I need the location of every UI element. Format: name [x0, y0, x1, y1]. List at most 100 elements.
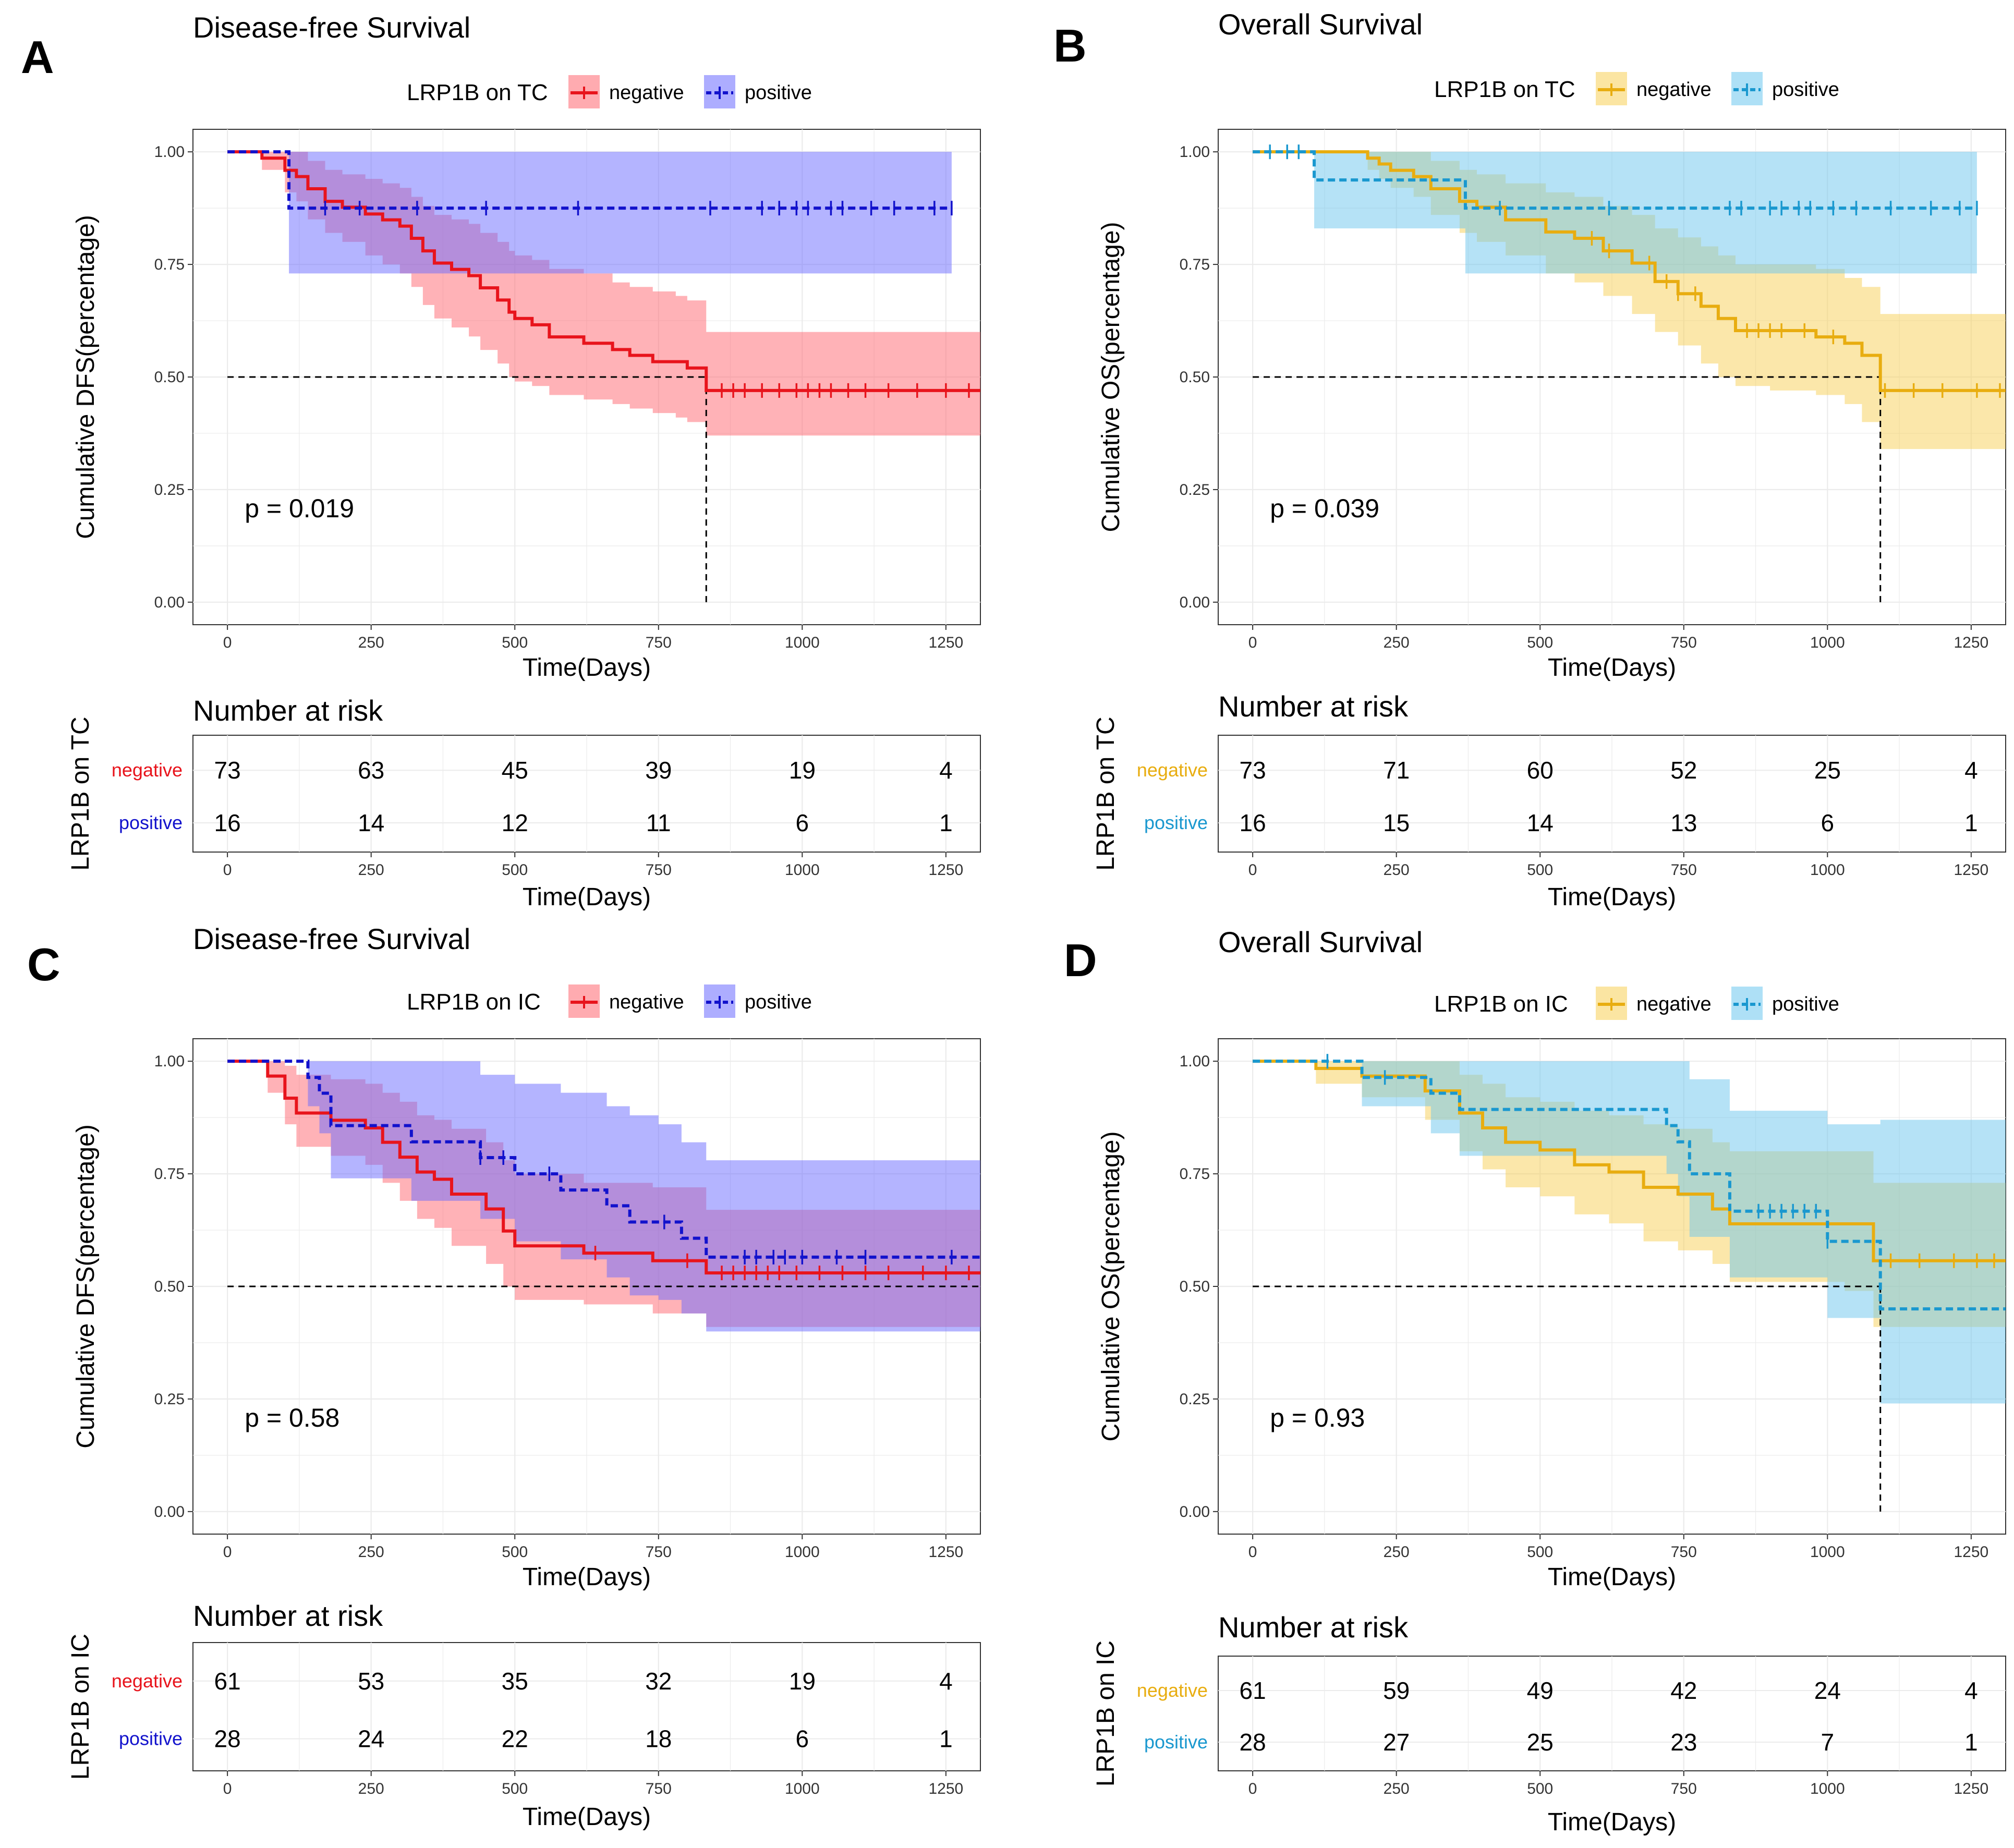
risk-table: Number at risk negative 61 59 49 42 24 4 positiv…	[1092, 1611, 2006, 1836]
risk-group-label-positive: positive	[119, 1728, 183, 1749]
risk-count: 39	[645, 757, 672, 784]
y-tick-label: 0.50	[1180, 369, 1210, 386]
x-tick-label: 1000	[1810, 1543, 1845, 1561]
y-tick-label: 0.00	[154, 594, 185, 611]
survival-curve-positive	[1253, 150, 1977, 210]
risk-count: 16	[214, 809, 241, 836]
risk-count: 28	[214, 1725, 241, 1753]
risk-count: 1	[1964, 1729, 1978, 1756]
risk-x-axis-title: Time(Days)	[1548, 883, 1676, 911]
x-tick-label: 1250	[928, 1543, 963, 1561]
risk-count: 24	[358, 1725, 384, 1753]
x-axis-title: Time(Days)	[1548, 654, 1676, 682]
legend-label-positive: positive	[745, 991, 812, 1013]
y-tick-label: 0.25	[1180, 481, 1210, 499]
p-value: p = 0.039	[1270, 494, 1379, 523]
y-tick-label: 0.00	[1180, 1503, 1210, 1521]
legend-label-positive: positive	[745, 82, 812, 104]
risk-x-axis-title: Time(Days)	[523, 1803, 651, 1831]
risk-count: 32	[645, 1668, 672, 1695]
risk-x-tick-label: 0	[1248, 1780, 1257, 1797]
risk-count: 14	[1527, 809, 1554, 836]
risk-count: 19	[789, 757, 816, 784]
y-tick-label: 1.00	[1180, 1053, 1210, 1070]
ci-band-positive	[227, 152, 952, 274]
panel-B: B Overall Survival LRP1B on TC negative posi…	[1053, 8, 2006, 911]
x-tick-label: 1000	[785, 634, 820, 651]
risk-group-label-negative: negative	[1137, 759, 1208, 781]
legend: LRP1B on IC negative positive	[407, 984, 812, 1018]
risk-count: 35	[502, 1668, 528, 1695]
y-tick-label: 0.75	[154, 256, 185, 273]
x-axis-title: Time(Days)	[1548, 1563, 1676, 1591]
risk-x-tick-label: 1000	[785, 861, 820, 879]
risk-group-label-negative: negative	[1137, 1680, 1208, 1701]
plot-area: p = 0.58 0.00 0.25 0.50 0.75 1.00 0 250 500 750 10…	[72, 1038, 981, 1591]
risk-count: 73	[214, 757, 241, 784]
risk-count: 61	[1240, 1677, 1266, 1704]
chart-title: Disease-free Survival	[193, 922, 470, 955]
risk-x-tick-label: 500	[502, 1780, 528, 1797]
legend-label-negative: negative	[609, 82, 684, 104]
risk-count: 49	[1527, 1677, 1554, 1704]
legend-title: LRP1B on IC	[407, 989, 541, 1015]
chart-title: Overall Survival	[1218, 8, 1423, 41]
x-tick-label: 500	[502, 1543, 528, 1561]
y-tick-label: 0.75	[1180, 1165, 1210, 1183]
x-tick-label: 0	[1248, 1543, 1257, 1561]
survival-curve-positive	[227, 150, 952, 210]
survival-curve-negative	[227, 1060, 980, 1275]
risk-x-tick-label: 250	[1384, 1780, 1410, 1797]
legend-title: LRP1B on TC	[407, 80, 548, 105]
legend-label-negative: negative	[1636, 993, 1712, 1015]
risk-x-tick-label: 1250	[928, 861, 963, 879]
x-tick-label: 250	[358, 634, 384, 651]
risk-group-label-positive: positive	[119, 812, 183, 833]
risk-x-axis-title: Time(Days)	[523, 883, 651, 911]
risk-count: 1	[939, 1725, 953, 1753]
y-tick-label: 0.00	[154, 1503, 185, 1521]
risk-count: 16	[1240, 809, 1266, 836]
risk-count: 45	[502, 757, 528, 784]
risk-count: 4	[939, 1668, 953, 1695]
risk-x-tick-label: 1000	[785, 1780, 820, 1797]
ci-band-positive	[1253, 1061, 2006, 1404]
x-tick-label: 750	[1671, 1543, 1697, 1561]
risk-table-title: Number at risk	[1218, 690, 1409, 723]
x-tick-label: 500	[1527, 634, 1553, 651]
x-tick-label: 250	[358, 1543, 384, 1561]
legend: LRP1B on TC negative positive	[1434, 72, 1839, 105]
risk-x-tick-label: 250	[1384, 861, 1410, 879]
risk-count: 61	[214, 1668, 241, 1695]
panel-letter: A	[21, 31, 54, 83]
risk-x-tick-label: 1000	[1810, 861, 1845, 879]
panel-A: A Disease-free Survival LRP1B on TC negativ…	[21, 11, 981, 911]
x-tick-label: 1000	[785, 1543, 820, 1561]
risk-count: 60	[1527, 757, 1554, 784]
legend-label-negative: negative	[1636, 79, 1712, 101]
risk-count: 63	[358, 757, 384, 784]
survival-curve-negative	[227, 150, 980, 392]
y-axis-title: Cumulative OS(percentage)	[1097, 222, 1125, 532]
risk-count: 12	[502, 809, 528, 836]
ci-band-positive	[227, 1061, 981, 1332]
plot-area: p = 0.93 0.00 0.25 0.50 0.75 1.00 0 250 500 750 10…	[1097, 1038, 2006, 1591]
survival-curve-negative	[1253, 150, 2006, 392]
risk-count: 24	[1814, 1677, 1841, 1704]
x-tick-label: 0	[1248, 634, 1257, 651]
legend: LRP1B on IC negative positive	[1434, 987, 1839, 1020]
p-value: p = 0.019	[245, 494, 354, 523]
risk-count: 22	[502, 1725, 528, 1753]
risk-count: 42	[1670, 1677, 1697, 1704]
risk-count: 11	[646, 809, 671, 836]
y-tick-label: 1.00	[154, 1053, 185, 1070]
risk-group-label-negative: negative	[112, 1670, 183, 1692]
x-tick-label: 500	[502, 634, 528, 651]
risk-x-tick-label: 750	[646, 861, 672, 879]
risk-count: 59	[1383, 1677, 1410, 1704]
risk-group-label-positive: positive	[1144, 812, 1208, 833]
risk-x-tick-label: 0	[223, 861, 232, 879]
risk-count: 23	[1670, 1729, 1697, 1756]
x-tick-label: 750	[646, 634, 672, 651]
